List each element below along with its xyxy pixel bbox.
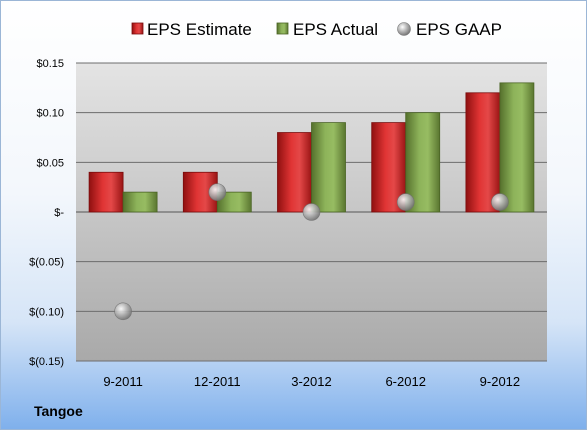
y-tick-label: $0.15	[36, 58, 64, 70]
gaap-point	[208, 183, 227, 201]
legend-swatch-actual	[276, 22, 289, 35]
x-category-label: 6-2012	[385, 374, 425, 389]
y-tick-label: $0.10	[36, 108, 64, 120]
y-tick-label: $(0.10)	[29, 306, 64, 318]
legend-label-actual: EPS Actual	[293, 20, 378, 39]
gaap-point	[114, 302, 132, 321]
bar-estimate	[277, 132, 312, 213]
legend-swatch-estimate	[131, 22, 144, 35]
bar-actual	[499, 82, 535, 213]
gaap-point	[491, 193, 509, 211]
gaap-points	[114, 183, 509, 321]
y-axis-ticks: $0.15 $0.10 $0.05 $- $(0.05) $(0.10) $(0.15)	[29, 58, 64, 368]
y-tick-label: $(0.05)	[29, 257, 64, 269]
bar-estimate	[88, 171, 124, 213]
legend-item-estimate: EPS Estimate	[131, 20, 252, 39]
legend-item-gaap: EPS GAAP	[397, 20, 502, 39]
legend-marker-gaap	[397, 22, 411, 36]
y-tick-label: $-	[54, 207, 64, 219]
bar-series	[88, 82, 535, 213]
x-category-label: 9-2012	[480, 374, 520, 389]
x-axis-categories: 9-2011 12-2011 3-2012 6-2012 9-2012	[103, 374, 520, 389]
legend-item-actual: EPS Actual	[276, 20, 378, 39]
x-category-label: 9-2011	[103, 374, 143, 389]
legend-label-gaap: EPS GAAP	[416, 20, 502, 39]
bar-estimate	[371, 122, 407, 213]
legend: EPS Estimate EPS Actual EPS GAAP	[131, 20, 502, 39]
y-tick-label: $(0.15)	[29, 356, 64, 368]
legend-label-estimate: EPS Estimate	[147, 20, 252, 39]
x-category-label: 3-2012	[291, 374, 331, 389]
x-category-label: 12-2011	[194, 374, 241, 389]
bar-actual	[311, 122, 346, 213]
bar-actual	[122, 191, 158, 213]
bar-actual	[216, 191, 252, 213]
y-tick-label: $0.05	[36, 157, 64, 169]
company-label: Tangoe	[34, 403, 83, 419]
gaap-point	[396, 193, 415, 211]
bar-estimate	[465, 92, 501, 213]
gaap-point	[302, 203, 321, 221]
